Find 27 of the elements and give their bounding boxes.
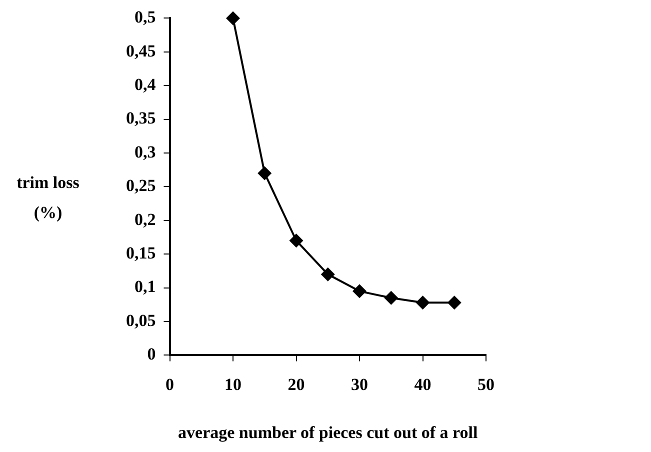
x-tick-label: 0 [166,374,174,394]
y-tick-label: 0,4 [134,74,156,94]
y-tick-label: 0,25 [126,176,156,196]
y-tick-label: 0,3 [134,142,156,162]
point [352,284,366,298]
x-axis-title: average number of pieces cut out of a roll [178,423,478,442]
y-tick-label: 0,45 [126,41,156,60]
point [447,296,462,310]
y-axis-title: trim loss (%) [16,172,80,224]
point [289,234,304,248]
x-tick-label: 50 [478,374,494,394]
x-tick-label: 10 [224,374,242,394]
point [320,267,335,282]
x-tick-label: 30 [351,374,368,394]
x-tick-label: 20 [288,374,305,394]
point [416,296,430,310]
y-tick-label: 0,35 [126,108,156,128]
y-tick-label: 0,1 [134,277,156,296]
y-tick-label: 0,15 [126,243,156,262]
y-tick-label: 0,2 [134,210,156,229]
x-tick-label: 40 [414,374,432,394]
point [384,290,398,305]
point [226,11,240,26]
y-tick-label: 0,5 [134,8,156,27]
point [258,166,272,180]
y-tick-label: 0 [147,344,156,364]
y-tick-label: 0,05 [126,310,156,330]
